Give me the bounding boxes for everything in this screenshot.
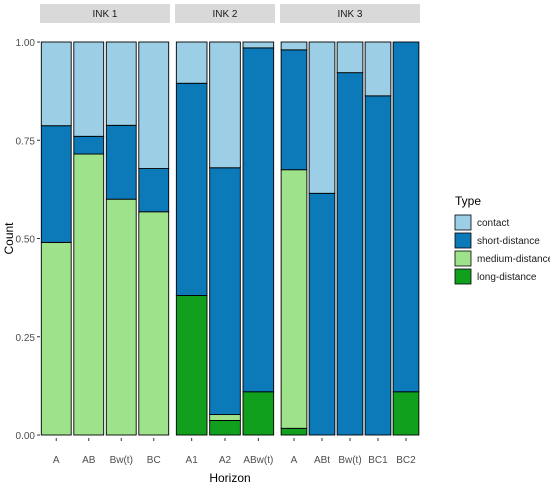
bar-segment-contact xyxy=(105,41,137,126)
y-tick-label: 1.00 xyxy=(16,38,36,49)
bar-segment-short-distance xyxy=(280,49,308,171)
bar-segment-short-distance xyxy=(392,41,420,393)
bar-segment-medium-distance xyxy=(138,211,170,436)
bar-segment-medium-distance xyxy=(209,414,241,421)
x-tick-label: A xyxy=(291,455,298,466)
legend-label: contact xyxy=(477,218,509,229)
facet-strip xyxy=(280,4,420,23)
y-tick-label: 0.00 xyxy=(16,431,36,442)
bar-segment-short-distance xyxy=(308,192,336,436)
x-tick-label: A1 xyxy=(186,455,199,466)
legend-key-medium-distance xyxy=(454,250,472,267)
x-tick-label: A2 xyxy=(219,455,232,466)
legend-title: Type xyxy=(455,194,481,208)
bar-segment-contact xyxy=(209,41,241,169)
facet-strip xyxy=(40,4,170,23)
legend-label: medium-distance xyxy=(477,254,550,265)
bar-segment-long-distance xyxy=(392,391,420,436)
bar-segment-contact xyxy=(364,41,392,97)
x-tick-label: ABt xyxy=(314,455,330,466)
bar-segment-long-distance xyxy=(242,391,275,436)
bar-segment-short-distance xyxy=(105,124,137,200)
bar-segment-contact xyxy=(175,41,208,84)
bar-segment-short-distance xyxy=(364,95,392,436)
bar-segment-long-distance xyxy=(280,427,308,436)
bar-segment-short-distance xyxy=(40,125,72,243)
y-tick-label: 0.50 xyxy=(16,235,36,246)
bar-segment-contact xyxy=(280,41,308,51)
y-tick-label: 0.25 xyxy=(16,333,36,344)
bar-segment-long-distance xyxy=(209,420,241,436)
bar-segment-medium-distance xyxy=(40,241,72,436)
x-tick-label: ABw(t) xyxy=(243,455,273,466)
x-tick-label: AB xyxy=(82,455,96,466)
x-tick-label: Bw(t) xyxy=(338,455,361,466)
facet-strip-label: INK 3 xyxy=(337,9,362,20)
facet-strip xyxy=(175,4,275,23)
bar-segment-contact xyxy=(242,41,275,49)
legend-label: short-distance xyxy=(477,236,540,247)
bar-segment-contact xyxy=(308,41,336,194)
bar-segment-contact xyxy=(73,41,105,137)
legend-key-contact xyxy=(454,214,472,231)
y-axis-label: Count xyxy=(2,222,16,255)
x-tick-label: Bw(t) xyxy=(110,455,133,466)
legend-key-short-distance xyxy=(454,232,472,249)
x-tick-label: BC1 xyxy=(368,455,388,466)
legend-key-long-distance xyxy=(454,268,472,285)
bar-segment-short-distance xyxy=(336,72,364,436)
bar-segment-contact xyxy=(138,41,170,169)
bar-segment-medium-distance xyxy=(280,169,308,429)
y-tick-label: 0.75 xyxy=(16,136,36,147)
bar-segment-contact xyxy=(336,41,364,74)
bar-segment-medium-distance xyxy=(105,198,137,436)
bar-segment-short-distance xyxy=(242,47,275,393)
x-tick-label: BC xyxy=(147,455,161,466)
x-tick-label: A xyxy=(53,455,60,466)
facet-strip-label: INK 2 xyxy=(212,9,237,20)
legend-label: long-distance xyxy=(477,272,537,283)
x-axis-label: Horizon xyxy=(209,471,250,485)
facet-strip-label: INK 1 xyxy=(92,9,117,20)
bar-segment-short-distance xyxy=(73,135,105,155)
bar-segment-short-distance xyxy=(175,82,208,296)
bar-segment-contact xyxy=(40,41,72,127)
bar-segment-medium-distance xyxy=(73,153,105,436)
bar-segment-short-distance xyxy=(138,168,170,213)
bar-segment-short-distance xyxy=(209,167,241,416)
bar-segment-long-distance xyxy=(175,295,208,436)
x-tick-label: BC2 xyxy=(396,455,416,466)
